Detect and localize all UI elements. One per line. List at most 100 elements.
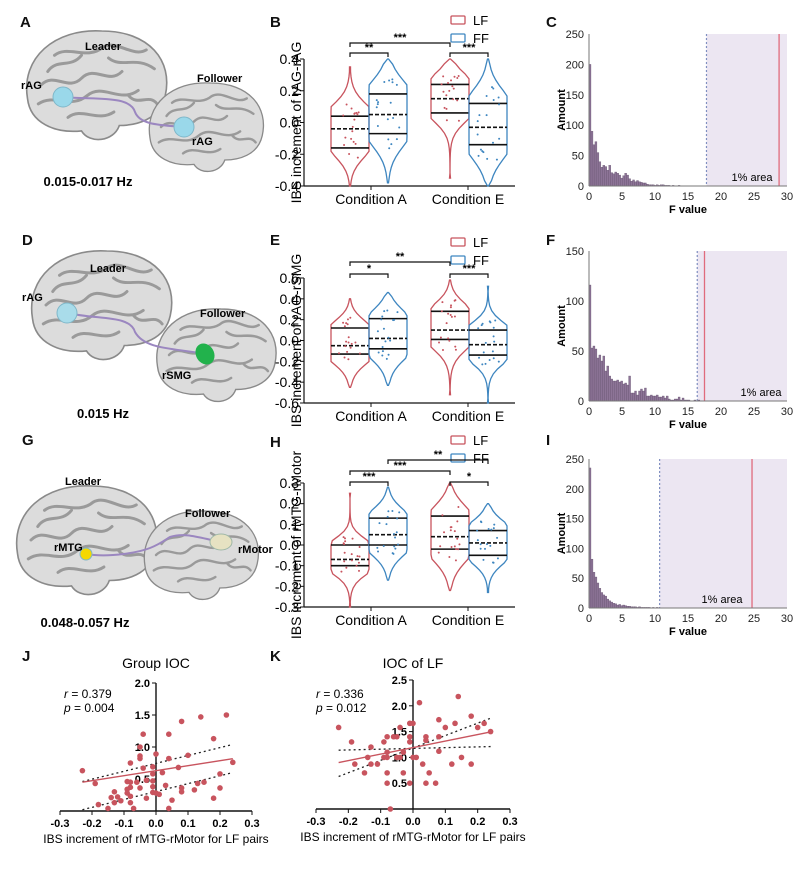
data-point [386, 309, 389, 312]
brain-sulcus [36, 508, 73, 528]
region-annotation: 1% area [702, 594, 744, 606]
data-point [381, 315, 384, 318]
brain-outline [148, 82, 265, 172]
violin-FF-1 [468, 503, 508, 594]
data-point [392, 117, 395, 120]
data-point [453, 75, 456, 78]
scatter-point [194, 780, 201, 787]
brain-sulcus [152, 558, 237, 572]
histogram-chart-i: 0 50 100 150 200 250 0 5 10 15 20 25 30 F value Amount… [525, 420, 799, 638]
data-point [347, 341, 350, 344]
data-point [492, 335, 495, 338]
histogram-bar [636, 394, 639, 402]
histogram-bar [638, 181, 641, 187]
scatter-point [137, 744, 143, 750]
histogram-bar [666, 395, 669, 402]
histogram-bar [616, 379, 619, 402]
data-point [349, 316, 352, 319]
data-point [438, 341, 441, 344]
y-tick-label: -0.1 [275, 558, 299, 574]
brain-sulcus [179, 319, 260, 331]
x-axis-label: F value [669, 204, 707, 216]
scatter-point [105, 805, 111, 812]
x-tick-label: 25 [748, 191, 760, 203]
brain-sulcus [170, 93, 249, 105]
scatter-point [423, 780, 429, 786]
histogram-bar [602, 594, 605, 609]
y-tick-label: 0.2 [280, 312, 300, 328]
y-tick-label: 150 [566, 246, 584, 258]
histogram-bar [630, 180, 633, 187]
x-tick-label: Condition A [335, 612, 407, 628]
scatter-point [162, 782, 169, 789]
data-point [387, 353, 390, 356]
histogram-bar [598, 588, 602, 609]
scatter-point [432, 780, 439, 786]
significance-label: *** [394, 460, 408, 472]
y-tick-label: 0.2 [280, 496, 300, 512]
data-point [345, 340, 348, 343]
x-tick-label: 30 [781, 406, 793, 418]
x-tick-label: Condition E [432, 191, 504, 207]
y-tick-label: 100 [566, 296, 584, 308]
significance-bracket [387, 459, 489, 464]
x-tick-label: -0.2 [339, 816, 358, 828]
histogram-bar [592, 144, 596, 187]
scatter-point [185, 752, 191, 759]
legend-label-LF: LF [473, 433, 488, 448]
significance-region [697, 251, 787, 401]
scatter-point [159, 769, 166, 776]
scatter-point [166, 755, 172, 762]
y-tick-label: 150 [566, 514, 584, 526]
histogram-bar [660, 396, 663, 402]
data-point [479, 148, 482, 151]
data-point [493, 523, 496, 526]
histogram-bar [600, 592, 604, 609]
significance-bracket [449, 481, 489, 486]
data-point [476, 529, 479, 532]
y-tick-label: 200 [566, 59, 584, 71]
data-point [356, 555, 359, 558]
significance-bracket [449, 273, 489, 278]
data-point [350, 559, 353, 562]
follower-label: Follower [200, 308, 246, 320]
region-annotation: 1% area [732, 172, 774, 184]
data-point [351, 537, 354, 540]
scatter-point [153, 751, 159, 757]
data-point [453, 530, 456, 533]
data-point [449, 314, 452, 317]
y-tick-label: 150 [566, 90, 584, 102]
leader-label: Leader [85, 41, 122, 53]
data-point [385, 523, 388, 526]
x-tick-label: 15 [682, 613, 694, 625]
violin-chart-h: -0.3 -0.2 -0.1 0.0 0.1 0.2 0.3 IBS increment of… [255, 420, 525, 639]
data-point [397, 543, 400, 546]
scatter-point [223, 712, 230, 718]
data-point [476, 133, 479, 136]
legend-label-LF: LF [473, 235, 488, 250]
frequency-label: 0.048-0.057 Hz [41, 615, 130, 630]
y-tick-label: -0.2 [275, 578, 299, 594]
brain-sulcus [51, 273, 88, 293]
x-tick-label: 20 [715, 613, 727, 625]
chart-svg: Leader Follower rMTG rMotor 0.048-0.057 Hz [15, 476, 274, 630]
scatter-point [416, 699, 423, 706]
data-point [389, 101, 392, 104]
y-tick-label: 50 [572, 151, 584, 163]
chart-svg: Group IOC-0.3-0.2-0.10.00.10.20.30.51.01… [43, 655, 268, 846]
leader-roi-label: rAG [22, 292, 43, 304]
data-point [347, 358, 350, 361]
brain-panel-g: Leader Follower rMTG rMotor 0.048-0.057 Hz [0, 420, 274, 635]
y-tick-label: 0.6 [280, 270, 300, 286]
data-point [338, 352, 341, 355]
leader-label: Leader [65, 476, 102, 488]
brain-sulcus [190, 376, 233, 384]
leader-label: Leader [90, 263, 127, 275]
scatter-point [397, 754, 403, 761]
data-point [477, 327, 480, 330]
x-tick-label: 0.0 [405, 816, 420, 828]
y-tick-label: 2.0 [392, 701, 407, 713]
scatter-chart-k: IOC of LF-0.3-0.2-0.10.00.10.20.30.51.01… [270, 640, 530, 870]
data-point [353, 112, 356, 115]
